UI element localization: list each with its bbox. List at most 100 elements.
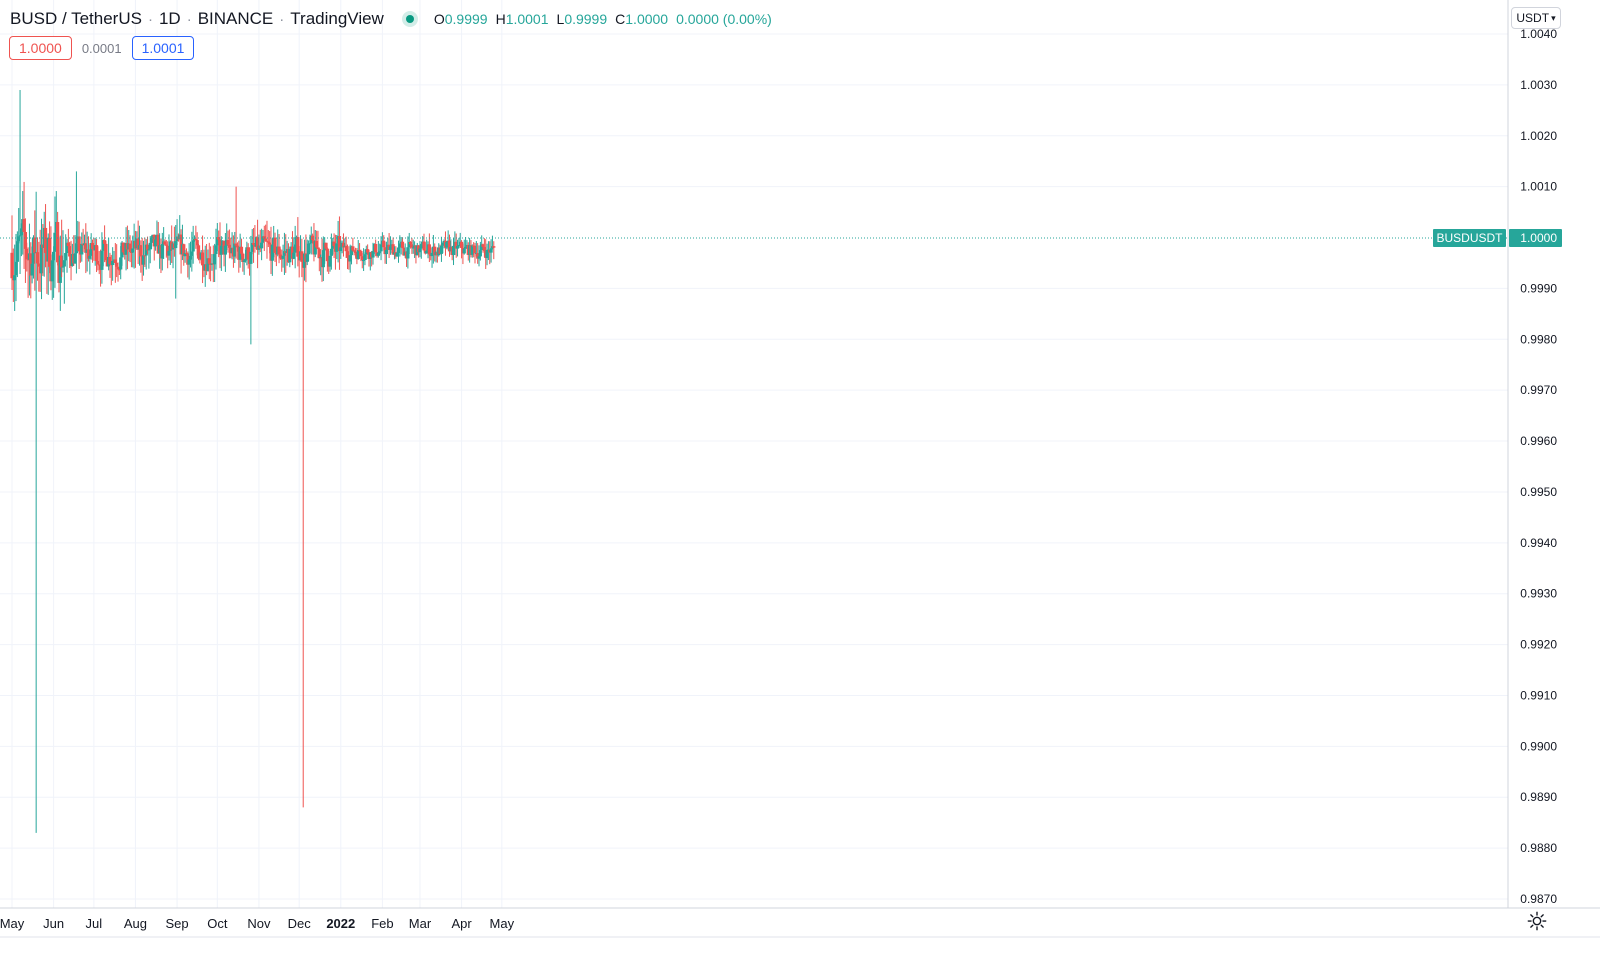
candle-body	[329, 248, 333, 256]
candle-body	[408, 241, 413, 245]
close-value: 1.0000	[625, 11, 669, 27]
candle-body	[447, 240, 452, 252]
candle-body	[352, 250, 356, 252]
candle-body	[265, 240, 269, 242]
candle-body	[459, 241, 464, 248]
y-tick-label: 0.9940	[1520, 536, 1557, 550]
candle-body	[481, 244, 485, 247]
candle-body	[143, 255, 147, 257]
candle-body	[136, 238, 140, 250]
candle-body	[292, 252, 296, 259]
candle-body	[223, 245, 227, 255]
candle-body	[313, 241, 317, 255]
candle-body	[196, 245, 201, 259]
gear-icon[interactable]	[1526, 910, 1548, 932]
candle-body	[282, 251, 287, 256]
candle-body	[260, 242, 264, 249]
candle-body	[13, 275, 17, 281]
candle-body	[382, 240, 386, 248]
currency-selector[interactable]: USDT ▾	[1511, 7, 1561, 29]
market-status-icon[interactable]	[405, 15, 414, 23]
provider-label: TradingView	[290, 9, 384, 28]
candle-body	[214, 245, 218, 255]
spread-value: 0.0001	[81, 40, 122, 56]
candle-body	[325, 248, 329, 262]
ohlc-values: O0.9999 H1.0001 L0.9999 C1.0000	[434, 11, 668, 27]
candle-body	[52, 251, 56, 261]
candle-body	[363, 254, 367, 261]
candle-body	[250, 242, 254, 252]
candle-body	[86, 249, 91, 259]
candle-body	[300, 251, 304, 262]
candle-body	[356, 250, 360, 260]
candle-body	[217, 237, 221, 240]
x-tick-label: Jun	[43, 916, 64, 931]
candle-body	[277, 246, 281, 255]
candle-body	[186, 253, 190, 265]
candle-body	[264, 238, 268, 241]
candle-body	[23, 231, 28, 249]
candle-body	[234, 243, 238, 246]
candle-body	[47, 237, 52, 267]
candle-body	[233, 243, 237, 257]
candle-body	[324, 242, 328, 249]
candle-body	[388, 246, 393, 250]
candle-body	[445, 242, 449, 248]
candle-body	[410, 244, 414, 248]
candle-body	[391, 244, 395, 255]
interval-label[interactable]: 1D	[158, 9, 181, 28]
candle-body	[84, 243, 88, 253]
candle-body	[15, 241, 19, 262]
y-tick-label: 1.0040	[1520, 27, 1557, 41]
candle-body	[296, 237, 300, 257]
candle-body	[97, 264, 101, 266]
candle-body	[422, 241, 426, 251]
candle-body	[273, 237, 277, 253]
x-tick-label: Oct	[207, 916, 228, 931]
y-tick-label: 0.9910	[1520, 688, 1557, 702]
last-price-tag: BUSDUSDT 1.0000	[0, 229, 1562, 248]
candle-body	[183, 252, 187, 257]
candle-body	[188, 255, 193, 260]
y-tick-label: 0.9900	[1520, 739, 1557, 753]
x-tick-label: May	[0, 916, 25, 931]
buy-button[interactable]: 1.0001	[131, 36, 195, 60]
candle-body	[262, 236, 266, 239]
y-tick-label: 1.0020	[1520, 129, 1557, 143]
candle-body	[305, 254, 309, 262]
candle-body	[270, 244, 274, 261]
candle-body	[100, 250, 104, 270]
x-tick-label: Apr	[451, 916, 472, 931]
candle-body	[206, 258, 210, 271]
candle-body	[480, 244, 484, 251]
candle-body	[288, 248, 292, 263]
candle-body	[439, 245, 444, 254]
candle-body	[485, 249, 489, 258]
sell-button[interactable]: 1.0000	[9, 36, 72, 60]
axes: 1.0040 1.0030 1.0020 1.0010 0.9990 0.9980 0.99…	[0, 0, 1600, 938]
candle-body	[128, 243, 132, 253]
separator-dot: ·	[186, 10, 192, 28]
separator-dot: ·	[279, 10, 285, 28]
candle-body	[362, 260, 366, 262]
candle-body	[266, 241, 270, 243]
y-tick-label: 0.9960	[1520, 434, 1557, 448]
candle-body	[131, 248, 135, 253]
candle-body	[376, 252, 380, 256]
candle-body	[200, 252, 205, 266]
candle-body	[379, 244, 383, 252]
candle-body	[187, 259, 191, 265]
candle-body	[148, 242, 152, 250]
candle-body	[121, 242, 125, 253]
candle-body	[80, 243, 84, 255]
candle-body	[14, 261, 18, 276]
symbol-title[interactable]: BUSD / TetherUS	[10, 9, 142, 28]
candle-body	[268, 242, 272, 245]
candle-body	[371, 251, 375, 258]
price-tag-bg	[1509, 229, 1562, 248]
y-tick-label: 0.9880	[1520, 841, 1557, 855]
candle-body	[478, 250, 482, 257]
candle-body	[344, 245, 348, 252]
candle-body	[321, 250, 325, 268]
